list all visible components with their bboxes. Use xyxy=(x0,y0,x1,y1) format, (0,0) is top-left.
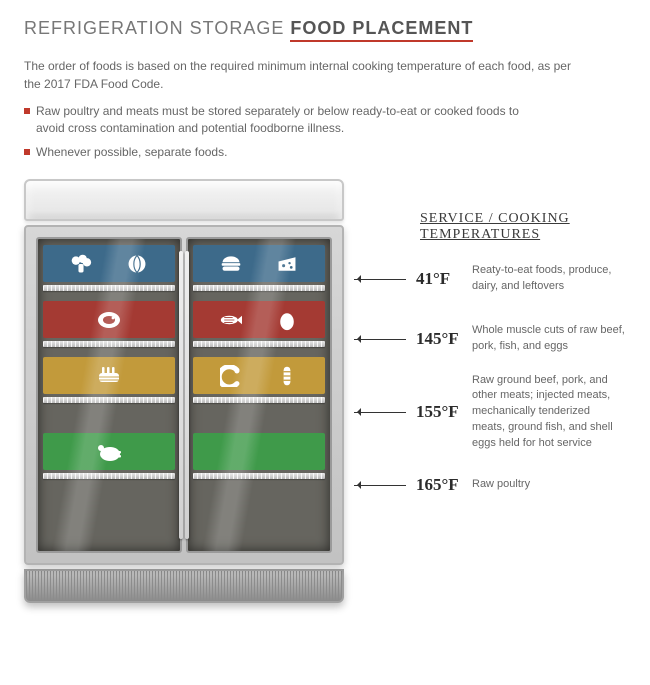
legend-row: 41°F Reaty-to-eat foods, produce, dairy,… xyxy=(354,249,626,309)
shelf-panel xyxy=(193,433,325,470)
page-title: REFRIGERATION STORAGE FOOD PLACEMENT xyxy=(24,18,626,39)
bullet-marker-icon xyxy=(24,149,30,155)
ribs-icon xyxy=(96,363,122,389)
bullet-item: Whenever possible, separate foods. xyxy=(24,144,544,161)
fridge-body xyxy=(24,225,344,565)
shelf-row xyxy=(43,357,175,403)
shelf-panel xyxy=(43,433,175,470)
steak-icon xyxy=(96,307,122,333)
shelf-panel xyxy=(43,245,175,282)
shelf-rack xyxy=(43,341,175,347)
shelf-rack xyxy=(43,285,175,291)
shelf-rack xyxy=(43,473,175,479)
cheese-icon xyxy=(276,253,298,275)
burger-icon xyxy=(220,253,242,275)
food-description: Reaty-to-eat foods, produce, dairy, and … xyxy=(472,263,626,295)
food-description: Raw ground beef, pork, and other meats; … xyxy=(472,373,626,453)
shelf-panel xyxy=(193,301,325,338)
shelf-rack xyxy=(43,397,175,403)
shelf-rack xyxy=(193,285,325,291)
fish-icon xyxy=(220,309,242,331)
title-bold: FOOD PLACEMENT xyxy=(290,18,473,42)
shelf-row xyxy=(43,301,175,347)
shelf-row xyxy=(193,301,325,347)
sausage-icon xyxy=(276,365,298,387)
temperature-label: 155°F xyxy=(416,402,462,422)
door-handle-icon xyxy=(179,251,183,539)
fridge-door-right xyxy=(186,237,332,553)
legend-row: 145°F Whole muscle cuts of raw beef, por… xyxy=(354,309,626,369)
door-handle-icon xyxy=(185,251,189,539)
shrimp-icon xyxy=(220,365,242,387)
refrigerator xyxy=(24,179,344,603)
temperature-label: 145°F xyxy=(416,329,462,349)
legend-row: 155°F Raw ground beef, pork, and other m… xyxy=(354,369,626,455)
diagram-stage: SERVICE / COOKINGTEMPERATURES 41°F Reaty… xyxy=(24,179,626,603)
bullet-list: Raw poultry and meats must be stored sep… xyxy=(24,103,626,161)
shelf-row xyxy=(193,245,325,291)
bullet-item: Raw poultry and meats must be stored sep… xyxy=(24,103,544,138)
bullet-text: Raw poultry and meats must be stored sep… xyxy=(36,103,544,138)
arrow-icon xyxy=(354,485,406,487)
broccoli-icon xyxy=(70,253,92,275)
food-description: Whole muscle cuts of raw beef, pork, fis… xyxy=(472,323,626,355)
shelf-panel xyxy=(193,357,325,394)
food-description: Raw poultry xyxy=(472,477,530,493)
bullet-text: Whenever possible, separate foods. xyxy=(36,144,227,161)
fridge-top-cap xyxy=(24,179,344,221)
poultry-icon xyxy=(96,439,122,465)
legend-row: 165°F Raw poultry xyxy=(354,455,626,515)
fridge-door-left xyxy=(36,237,182,553)
fridge-base-grille xyxy=(24,569,344,603)
egg-icon xyxy=(276,309,298,331)
arrow-icon xyxy=(354,339,406,341)
intro-text: The order of foods is based on the requi… xyxy=(24,57,584,93)
shelf-row xyxy=(193,357,325,403)
shelf-row xyxy=(43,413,175,479)
shelf-panel xyxy=(193,245,325,282)
shelf-row xyxy=(193,413,325,479)
temperature-label: 165°F xyxy=(416,475,462,495)
arrow-icon xyxy=(354,279,406,281)
cabbage-icon xyxy=(126,253,148,275)
arrow-icon xyxy=(354,412,406,414)
shelf-rack xyxy=(193,473,325,479)
shelf-panel xyxy=(43,357,175,394)
shelf-rack xyxy=(193,341,325,347)
title-prefix: REFRIGERATION STORAGE xyxy=(24,18,290,38)
legend: SERVICE / COOKINGTEMPERATURES 41°F Reaty… xyxy=(354,179,626,603)
shelf-rack xyxy=(193,397,325,403)
temperature-label: 41°F xyxy=(416,269,462,289)
legend-title: SERVICE / COOKINGTEMPERATURES xyxy=(420,211,626,243)
shelf-row xyxy=(43,245,175,291)
bullet-marker-icon xyxy=(24,108,30,114)
shelf-panel xyxy=(43,301,175,338)
